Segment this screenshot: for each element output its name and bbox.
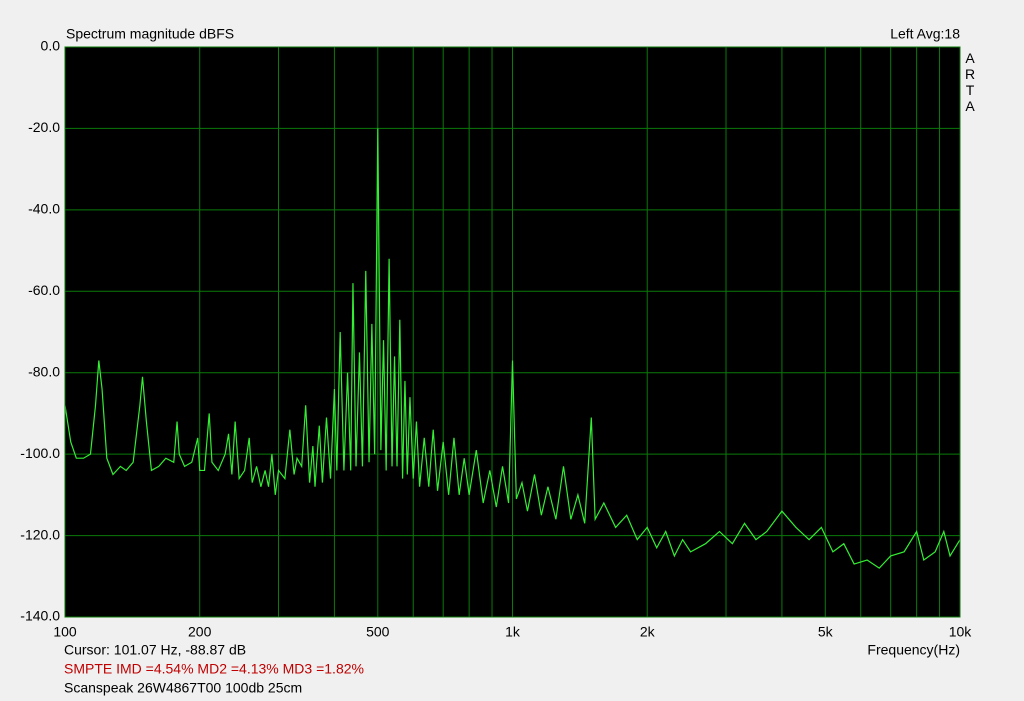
spectrum-line xyxy=(64,128,961,569)
imd-readout: SMPTE IMD =4.54% MD2 =4.13% MD3 =1.82% xyxy=(64,661,364,677)
x-tick-label: 100 xyxy=(53,624,77,640)
chart-title: Spectrum magnitude dBFS xyxy=(66,26,234,42)
channel-info: Left Avg:18 xyxy=(890,26,960,42)
y-tick-label: -120.0 xyxy=(20,526,60,542)
cursor-readout: Cursor: 101.07 Hz, -88.87 dB xyxy=(64,642,246,658)
x-tick-label: 2k xyxy=(640,624,656,640)
x-tick-label: 1k xyxy=(505,624,521,640)
y-tick-label: -40.0 xyxy=(28,201,60,217)
plot-border xyxy=(64,46,961,618)
y-tick-label: -100.0 xyxy=(20,445,60,461)
y-tick-label: -140.0 xyxy=(20,608,60,624)
x-tick-label: 500 xyxy=(366,624,390,640)
y-tick-label: 0.0 xyxy=(41,38,61,54)
y-tick-label: -80.0 xyxy=(28,363,60,379)
x-axis-label: Frequency(Hz) xyxy=(867,642,960,658)
logo: ARTA xyxy=(962,50,978,114)
x-tick-label: 200 xyxy=(188,624,212,640)
y-tick-label: -20.0 xyxy=(28,119,60,135)
x-tick-label: 5k xyxy=(818,624,834,640)
x-tick-label: 10k xyxy=(949,624,973,640)
y-tick-label: -60.0 xyxy=(28,282,60,298)
note: Scanspeak 26W4867T00 100db 25cm xyxy=(64,680,302,696)
